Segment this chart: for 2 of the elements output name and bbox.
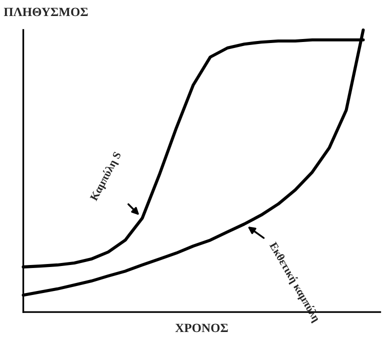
y-axis-title: ΠΛΗΘΥΣΜΟΣ <box>4 8 88 16</box>
x-axis-title: ΧΡΟΝΟΣ <box>175 324 228 332</box>
